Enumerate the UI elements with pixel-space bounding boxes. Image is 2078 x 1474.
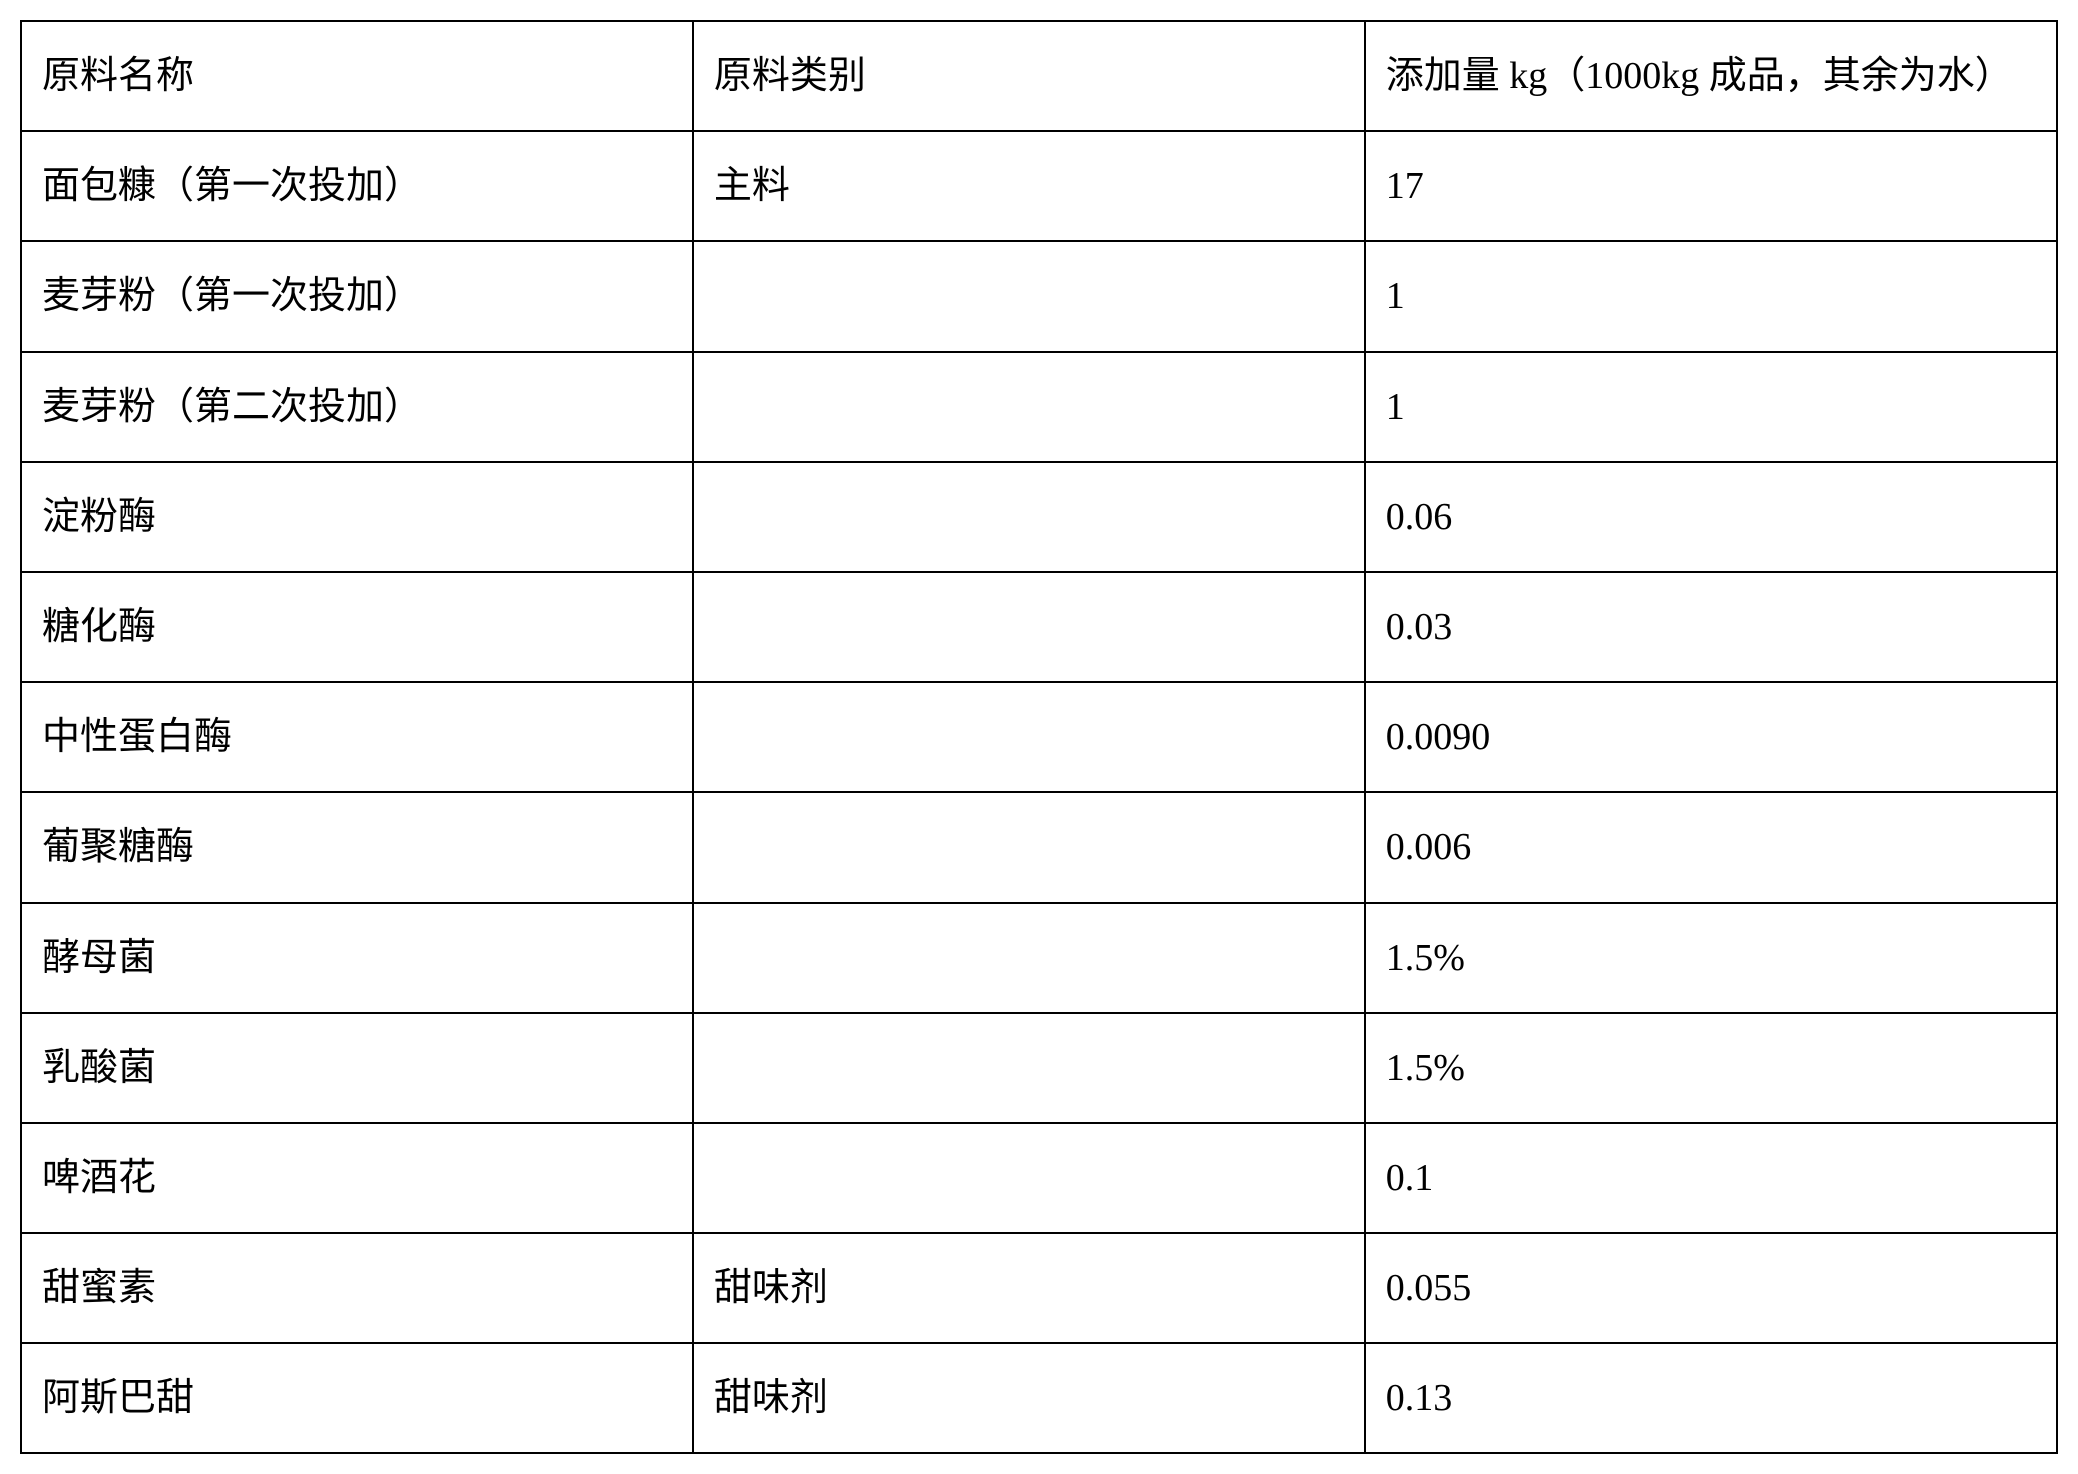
table-header-row: 原料名称 原料类别 添加量 kg（1000kg 成品，其余为水）	[21, 21, 2057, 131]
cell-amount: 1.5%	[1365, 903, 2057, 1013]
table-row: 酵母菌 1.5%	[21, 903, 2057, 1013]
cell-name: 葡聚糖酶	[21, 792, 693, 902]
header-amount: 添加量 kg（1000kg 成品，其余为水）	[1365, 21, 2057, 131]
cell-amount: 0.0090	[1365, 682, 2057, 792]
cell-name: 糖化酶	[21, 572, 693, 682]
table-row: 面包糠（第一次投加） 主料 17	[21, 131, 2057, 241]
cell-category: 甜味剂	[693, 1343, 1365, 1453]
cell-name: 麦芽粉（第二次投加）	[21, 352, 693, 462]
cell-name: 面包糠（第一次投加）	[21, 131, 693, 241]
table-row: 甜蜜素 甜味剂 0.055	[21, 1233, 2057, 1343]
cell-category	[693, 572, 1365, 682]
cell-category	[693, 241, 1365, 351]
cell-name: 酵母菌	[21, 903, 693, 1013]
table-row: 啤酒花 0.1	[21, 1123, 2057, 1233]
cell-name: 阿斯巴甜	[21, 1343, 693, 1453]
cell-amount: 17	[1365, 131, 2057, 241]
cell-category: 主料	[693, 131, 1365, 241]
cell-category	[693, 462, 1365, 572]
cell-category	[693, 352, 1365, 462]
table-row: 中性蛋白酶 0.0090	[21, 682, 2057, 792]
table-row: 糖化酶 0.03	[21, 572, 2057, 682]
header-name: 原料名称	[21, 21, 693, 131]
cell-category	[693, 1123, 1365, 1233]
table-row: 阿斯巴甜 甜味剂 0.13	[21, 1343, 2057, 1453]
cell-category: 甜味剂	[693, 1233, 1365, 1343]
cell-amount: 0.006	[1365, 792, 2057, 902]
cell-name: 乳酸菌	[21, 1013, 693, 1123]
header-category: 原料类别	[693, 21, 1365, 131]
cell-amount: 0.055	[1365, 1233, 2057, 1343]
cell-name: 麦芽粉（第一次投加）	[21, 241, 693, 351]
cell-category	[693, 792, 1365, 902]
table-row: 淀粉酶 0.06	[21, 462, 2057, 572]
cell-amount: 1	[1365, 352, 2057, 462]
cell-amount: 0.03	[1365, 572, 2057, 682]
cell-name: 淀粉酶	[21, 462, 693, 572]
cell-category	[693, 1013, 1365, 1123]
table-row: 麦芽粉（第二次投加） 1	[21, 352, 2057, 462]
cell-amount: 1	[1365, 241, 2057, 351]
cell-amount: 0.06	[1365, 462, 2057, 572]
cell-category	[693, 682, 1365, 792]
table-row: 葡聚糖酶 0.006	[21, 792, 2057, 902]
ingredients-table: 原料名称 原料类别 添加量 kg（1000kg 成品，其余为水） 面包糠（第一次…	[20, 20, 2058, 1454]
cell-amount: 0.13	[1365, 1343, 2057, 1453]
cell-amount: 1.5%	[1365, 1013, 2057, 1123]
cell-amount: 0.1	[1365, 1123, 2057, 1233]
cell-name: 甜蜜素	[21, 1233, 693, 1343]
cell-name: 啤酒花	[21, 1123, 693, 1233]
table-row: 乳酸菌 1.5%	[21, 1013, 2057, 1123]
cell-name: 中性蛋白酶	[21, 682, 693, 792]
table-row: 麦芽粉（第一次投加） 1	[21, 241, 2057, 351]
cell-category	[693, 903, 1365, 1013]
